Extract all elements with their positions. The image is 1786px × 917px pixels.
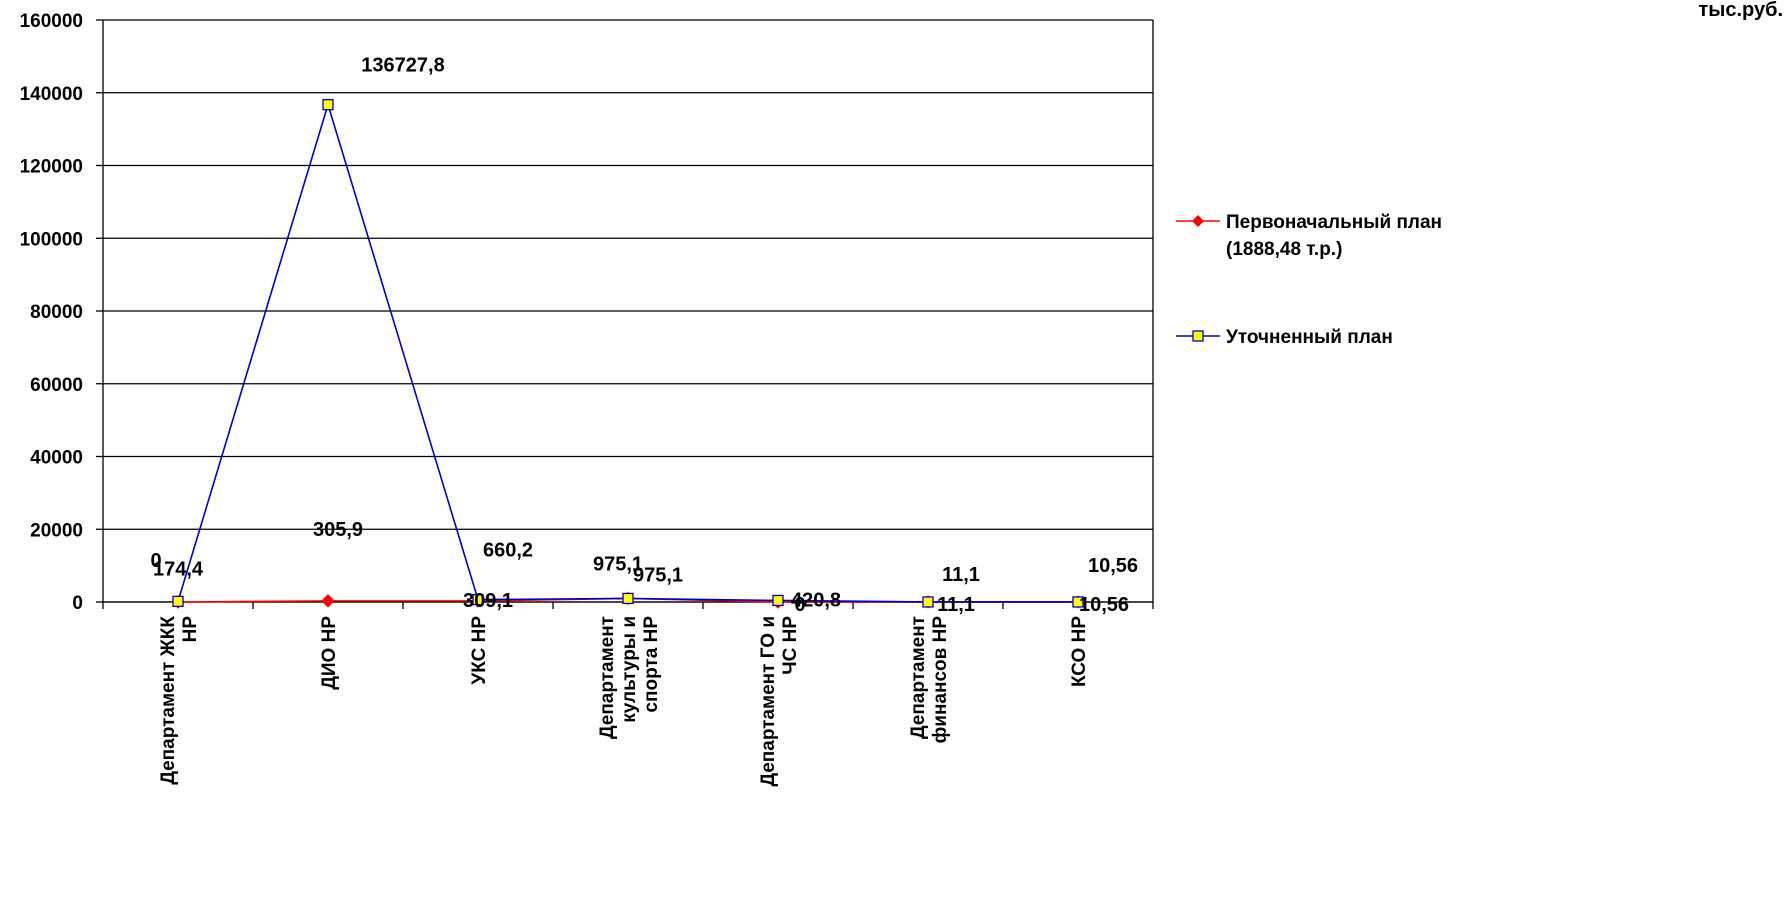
- x-category-label: Департамент ЖККНР: [158, 616, 201, 785]
- data-label-revised-plan: 11,1: [942, 564, 980, 586]
- data-label-initial-plan: 305,9: [313, 519, 363, 541]
- data-point-revised-plan: [472, 593, 484, 606]
- y-tick-label: 160000: [20, 11, 83, 32]
- data-label-initial-plan: 0: [150, 550, 161, 572]
- x-category-label: Департаменткультуры испорта НР: [597, 616, 662, 739]
- data-label-revised-plan: 975,1: [633, 564, 683, 586]
- data-point-revised-plan: [922, 596, 934, 608]
- legend: Первоначальный план (1888,48 т.р.) Уточнен…: [1176, 212, 1442, 348]
- y-tick-label: 80000: [30, 302, 83, 323]
- data-label-initial-plan: 309,1: [463, 590, 513, 612]
- data-label-initial-plan: 10,56: [1079, 594, 1129, 616]
- y-tick-label: 120000: [20, 157, 83, 178]
- data-point-revised-plan: [172, 595, 184, 608]
- data-labels: 0 305,9 309,1 975,1 0 11,1 10,56 174,4 136727,8 6…: [150, 55, 1138, 616]
- y-tick-label: 140000: [20, 84, 83, 105]
- data-label-revised-plan: 420,8: [791, 589, 841, 611]
- y-tick-label: 0: [72, 593, 83, 614]
- data-label-initial-plan: 11,1: [937, 594, 975, 616]
- x-category-label: УКС НР: [469, 616, 490, 685]
- y-tick-label: 20000: [30, 520, 83, 541]
- x-axis: Департамент ЖККНР ДИО НР УКС НР Департамент…: [102, 601, 1154, 787]
- y-tick-label: 60000: [30, 375, 83, 396]
- data-point-revised-plan: [772, 594, 784, 607]
- x-category-label: ДИО НР: [319, 616, 340, 690]
- legend-label-revised-plan: Уточненный план: [1226, 327, 1393, 348]
- data-label-revised-plan: 174,4: [153, 558, 204, 580]
- gridlines: [103, 19, 1153, 603]
- y-tick-label: 40000: [30, 448, 83, 469]
- data-point-revised-plan: [622, 592, 634, 605]
- data-point-revised-plan: [1072, 596, 1084, 608]
- x-category-label: Департамент ГО иЧС НР: [758, 616, 801, 787]
- data-label-initial-plan: 975,1: [593, 553, 643, 575]
- data-label-revised-plan: 10,56: [1088, 555, 1138, 577]
- data-point-revised-plan: [322, 99, 334, 111]
- legend-label-initial-plan: Первоначальный план (1888,48 т.р.): [1226, 212, 1442, 260]
- y-axis: 0 20000 40000 60000 80000 100000 120000 140000 1…: [20, 11, 1154, 614]
- data-point-initial-plan: [321, 594, 335, 608]
- data-label-revised-plan: 136727,8: [361, 55, 444, 77]
- data-label-revised-plan: 660,2: [483, 540, 533, 562]
- legend-marker-revised-plan: [1192, 330, 1204, 342]
- legend-marker-initial-plan: [1192, 215, 1204, 227]
- y-tick-label: 100000: [20, 229, 83, 250]
- x-category-label: Департаментфинансов НР: [908, 616, 951, 744]
- data-label-initial-plan: 0: [794, 594, 805, 616]
- x-category-label: КСО НР: [1069, 616, 1090, 687]
- unit-label: тыс.руб.: [1698, 0, 1783, 21]
- series-layer: [171, 99, 1085, 609]
